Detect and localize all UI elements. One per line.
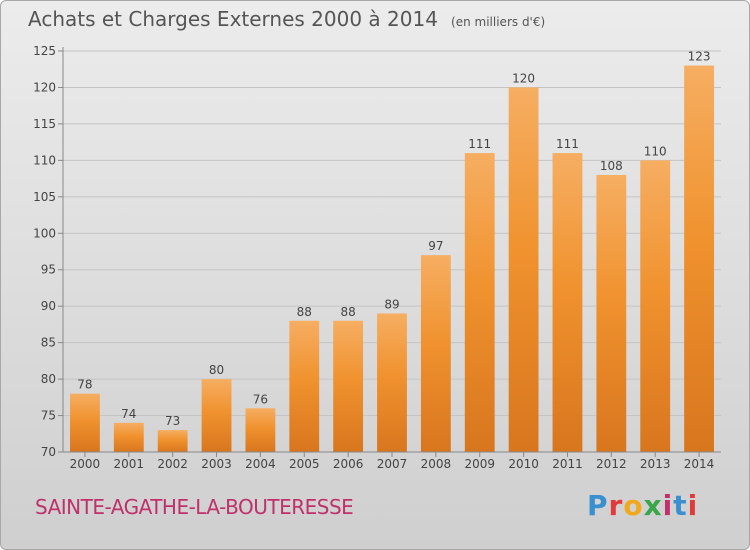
data-label: 80 <box>209 363 224 377</box>
logo-letter: i <box>662 489 674 522</box>
data-label: 88 <box>297 305 312 319</box>
x-tick-label: 2006 <box>333 457 364 471</box>
logo-letter: P <box>587 489 609 522</box>
bar <box>552 153 583 452</box>
data-label: 97 <box>428 239 443 253</box>
logo-letter: o <box>623 489 644 522</box>
data-label: 78 <box>77 378 92 392</box>
bar <box>596 174 627 453</box>
data-label: 89 <box>384 297 399 311</box>
x-tick-label: 2000 <box>70 457 101 471</box>
data-label: 108 <box>600 159 623 173</box>
x-tick-label: 2001 <box>114 457 145 471</box>
bar <box>640 160 671 452</box>
logo-letter: x <box>643 489 663 522</box>
place-name: SAINTE-AGATHE-LA-BOUTERESSE <box>35 495 354 519</box>
chart-unit: (en milliers d'€) <box>451 15 546 29</box>
x-tick-label: 2011 <box>552 457 583 471</box>
bar <box>113 422 144 452</box>
y-tick-label: 120 <box>33 80 56 94</box>
x-tick-label: 2014 <box>684 457 715 471</box>
x-tick-label: 2002 <box>157 457 188 471</box>
data-label: 111 <box>556 137 579 151</box>
y-tick-label: 70 <box>41 445 56 459</box>
axes: 70 75 80 85 90 95 100 105 110 115 120 125 2000 2001 20… <box>33 44 721 471</box>
bar <box>70 393 100 452</box>
bar <box>508 87 539 453</box>
data-label: 76 <box>253 392 268 406</box>
x-tick-label: 2007 <box>377 457 408 471</box>
y-tick-label: 105 <box>33 190 56 204</box>
brand-logo: Proxiti <box>587 489 698 522</box>
x-tick-label: 2012 <box>596 457 627 471</box>
title-row: Achats et Charges Externes 2000 à 2014 (… <box>28 7 545 31</box>
data-label: 120 <box>512 71 535 85</box>
x-tick-label: 2004 <box>245 457 276 471</box>
bar <box>464 153 495 452</box>
y-tick-label: 125 <box>33 44 56 58</box>
y-tick-label: 80 <box>41 372 56 386</box>
logo-letter: t <box>673 489 688 522</box>
y-tick-label: 90 <box>41 299 56 313</box>
data-label: 73 <box>165 414 180 428</box>
bar <box>289 320 320 452</box>
x-tick-label: 2013 <box>640 457 671 471</box>
bars: 78 74 73 80 76 88 88 89 97 111 120 111 108 110 123 <box>70 50 714 453</box>
y-tick-label: 115 <box>33 117 56 131</box>
data-label: 111 <box>468 137 491 151</box>
x-tick-label: 2003 <box>201 457 232 471</box>
x-tick-label: 2008 <box>421 457 452 471</box>
bar <box>157 430 188 452</box>
data-label: 123 <box>688 50 711 64</box>
x-tick-label: 2009 <box>464 457 495 471</box>
data-label: 110 <box>644 144 667 158</box>
y-tick-label: 85 <box>41 336 56 350</box>
y-tick-label: 100 <box>33 226 56 240</box>
data-label: 74 <box>121 407 136 421</box>
y-tick-label: 75 <box>41 409 56 423</box>
logo-letter: i <box>687 489 699 522</box>
logo-letter: r <box>608 489 624 522</box>
y-tick-label: 110 <box>33 153 56 167</box>
x-tick-label: 2010 <box>508 457 539 471</box>
bar <box>333 320 364 452</box>
bar <box>420 255 451 452</box>
data-label: 88 <box>340 305 355 319</box>
x-tick-label: 2005 <box>289 457 320 471</box>
bar <box>684 65 714 452</box>
bar <box>377 313 407 452</box>
bar <box>245 408 276 452</box>
bar <box>201 379 232 452</box>
y-tick-label: 95 <box>41 263 56 277</box>
chart-title: Achats et Charges Externes 2000 à 2014 <box>28 7 438 31</box>
